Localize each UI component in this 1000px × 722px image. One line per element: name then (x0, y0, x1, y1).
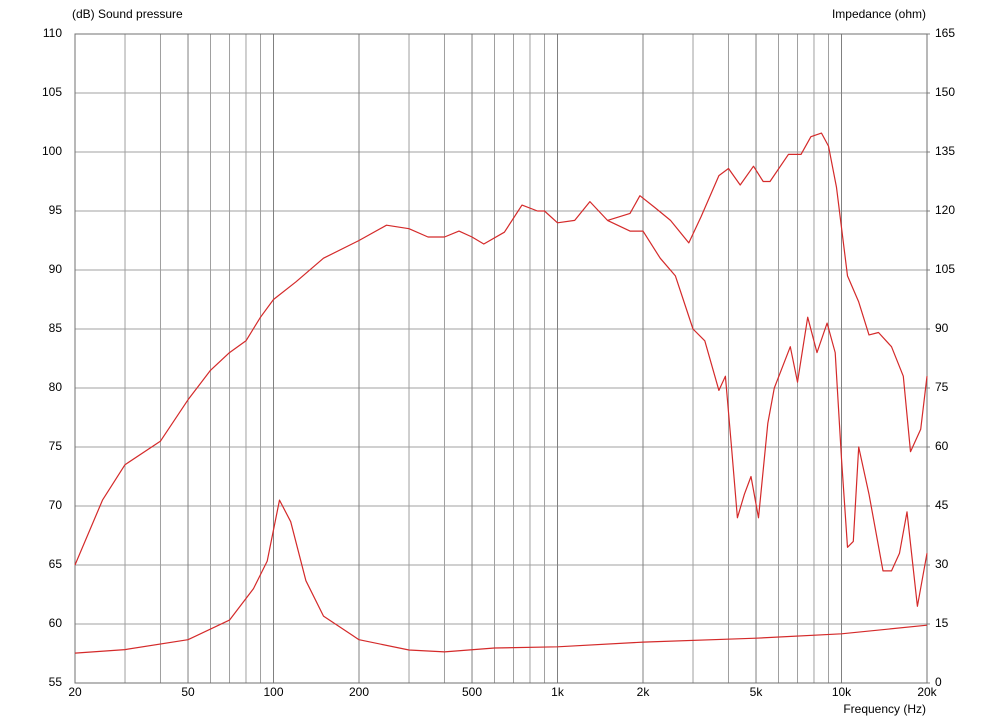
response-line (607, 219, 928, 607)
x-tick-label: 500 (462, 685, 482, 699)
y2-tick-label: 90 (935, 321, 949, 335)
x-tick-label: 20 (68, 685, 82, 699)
x-tick-label: 20k (917, 685, 937, 699)
y2-tick-label: 15 (935, 616, 949, 630)
y2-tick-label: 120 (935, 203, 955, 217)
y-tick-label: 110 (43, 26, 62, 40)
right-axis-label: Impedance (ohm) (832, 7, 926, 21)
x-tick-label: 2k (637, 685, 651, 699)
plot-frame (74, 33, 928, 684)
y-tick-label: 55 (49, 675, 63, 689)
x-axis-label: Frequency (Hz) (843, 702, 926, 716)
x-tick-label: 200 (349, 685, 369, 699)
y-tick-label: 105 (42, 85, 62, 99)
x-tick-label: 100 (263, 685, 283, 699)
response-line (74, 132, 928, 566)
y-tick-label: 65 (49, 557, 63, 571)
y-tick-label: 80 (49, 380, 63, 394)
y-tick-label: 60 (49, 616, 63, 630)
y2-tick-label: 165 (935, 26, 955, 40)
y2-tick-label: 75 (935, 380, 949, 394)
y-tick-label: 75 (49, 439, 63, 453)
y2-tick-label: 135 (935, 144, 955, 158)
y2-tick-label: 105 (935, 262, 955, 276)
x-tick-label: 10k (832, 685, 852, 699)
left-axis-label: (dB) Sound pressure (72, 7, 183, 21)
x-tick-label: 5k (750, 685, 764, 699)
y-tick-label: 95 (49, 203, 63, 217)
x-tick-label: 1k (551, 685, 565, 699)
x-tick-label: 50 (181, 685, 195, 699)
y2-tick-label: 60 (935, 439, 949, 453)
response-line (74, 499, 928, 654)
y2-tick-label: 0 (935, 675, 942, 689)
y2-tick-label: 150 (935, 85, 955, 99)
y-tick-label: 70 (49, 498, 63, 512)
y-tick-label: 90 (49, 262, 63, 276)
y-tick-label: 100 (42, 144, 62, 158)
y2-tick-label: 30 (935, 557, 949, 571)
y-tick-label: 85 (49, 321, 63, 335)
y2-tick-label: 45 (935, 498, 949, 512)
